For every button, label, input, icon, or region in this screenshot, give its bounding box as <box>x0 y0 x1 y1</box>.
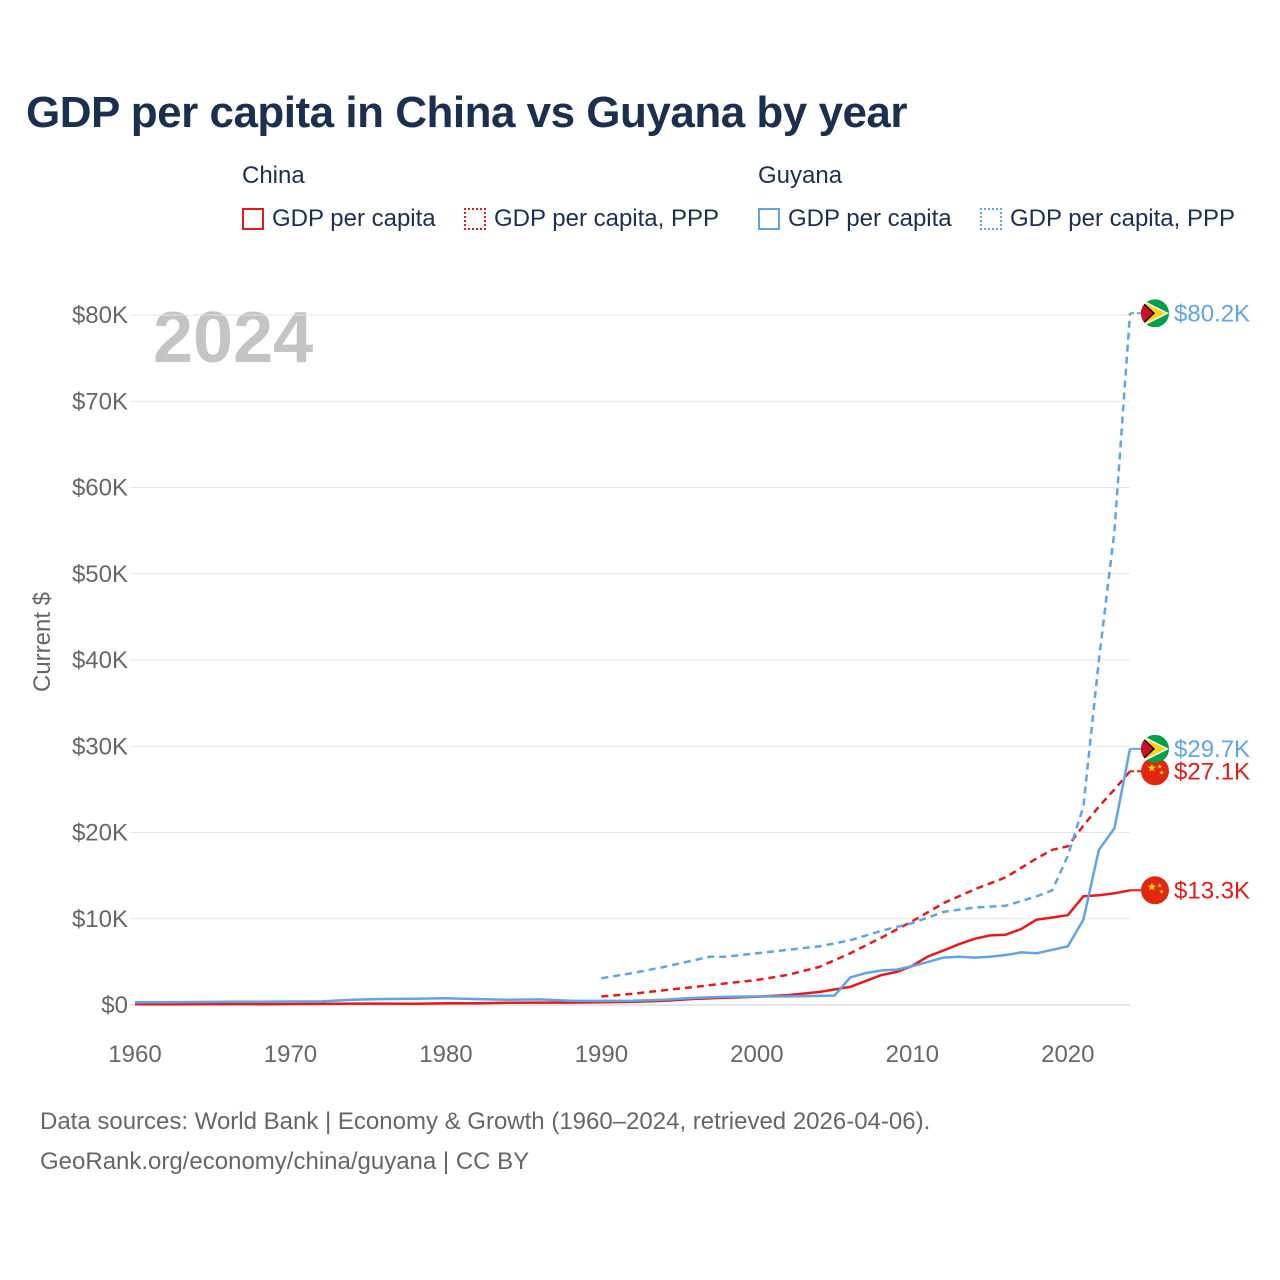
legend-swatch-dotted-blue <box>980 208 1002 230</box>
x-tick-label: 1980 <box>419 1041 472 1068</box>
y-tick-label: $30K <box>72 733 128 760</box>
legend-label: GDP per capita <box>788 205 952 232</box>
legend-group-guyana: Guyana <box>758 162 843 189</box>
legend-swatch-dotted-red <box>464 208 486 230</box>
flag-triangle <box>1141 302 1153 325</box>
flag-star: ★ <box>1147 880 1157 893</box>
year-watermark: 2024 <box>153 298 313 378</box>
flag-body <box>1141 299 1169 328</box>
y-tick-label: $10K <box>72 906 128 933</box>
legend-china-gdp-ppp[interactable]: GDP per capita, PPP <box>464 203 719 235</box>
y-tick-label: $60K <box>72 475 128 502</box>
end-value-label: $80.2K <box>1174 300 1250 327</box>
chart-title: GDP per capita in China vs Guyana by yea… <box>26 88 908 137</box>
flag-star: ★ <box>1147 761 1157 774</box>
source-text: Data sources: World Bank | Economy & Gro… <box>40 1108 931 1135</box>
series-line-1 <box>601 770 1131 998</box>
flag-star: ★ <box>1157 763 1162 770</box>
china-flag-icon: ★ ★★ <box>1141 876 1169 905</box>
x-tick-label: 2010 <box>886 1041 939 1068</box>
y-tick-label: $20K <box>72 820 128 847</box>
flag-triangle <box>1141 737 1153 760</box>
source-link[interactable]: GeoRank.org/economy/china/guyana | CC BY <box>40 1148 530 1175</box>
y-tick-label: $80K <box>72 302 128 329</box>
y-tick-label: $0 <box>101 992 128 1019</box>
guyana-flag-icon <box>1141 299 1169 328</box>
legend-guyana-gdp-ppp[interactable]: GDP per capita, PPP <box>980 203 1235 235</box>
china-flag-icon: ★ ★★ <box>1141 757 1169 786</box>
y-axis-label: Current $ <box>29 592 56 692</box>
legend-guyana-gdp[interactable]: GDP per capita <box>758 203 952 235</box>
flag-body <box>1141 734 1169 763</box>
guyana-flag-icon <box>1141 734 1169 763</box>
x-tick-label: 2020 <box>1041 1041 1094 1068</box>
end-value-label: $27.1K <box>1174 758 1250 785</box>
x-tick-label: 2000 <box>730 1041 783 1068</box>
legend-label: GDP per capita <box>272 205 436 232</box>
legend-label: GDP per capita, PPP <box>494 205 719 232</box>
x-tick-label: 1960 <box>108 1041 161 1068</box>
legend-swatch-solid-red <box>242 208 264 230</box>
y-tick-label: $70K <box>72 388 128 415</box>
flag-bg <box>1141 757 1169 786</box>
legend-group-china: China <box>242 162 305 189</box>
y-tick-label: $50K <box>72 561 128 588</box>
flag-bg <box>1141 876 1169 905</box>
y-tick-label: $40K <box>72 647 128 674</box>
flag-star: ★ <box>1159 769 1164 776</box>
legend-label: GDP per capita, PPP <box>1010 205 1235 232</box>
end-value-label: $13.3K <box>1174 877 1250 904</box>
flag-star: ★ <box>1159 888 1164 895</box>
series-line-3 <box>601 313 1132 980</box>
end-value-label: $29.7K <box>1174 736 1250 763</box>
legend-swatch-solid-blue <box>758 208 780 230</box>
x-tick-label: 1970 <box>264 1041 317 1068</box>
flag-star: ★ <box>1157 882 1162 889</box>
legend-china-gdp[interactable]: GDP per capita <box>242 203 436 235</box>
series-line-2 <box>135 748 1132 1004</box>
x-tick-label: 1990 <box>575 1041 628 1068</box>
